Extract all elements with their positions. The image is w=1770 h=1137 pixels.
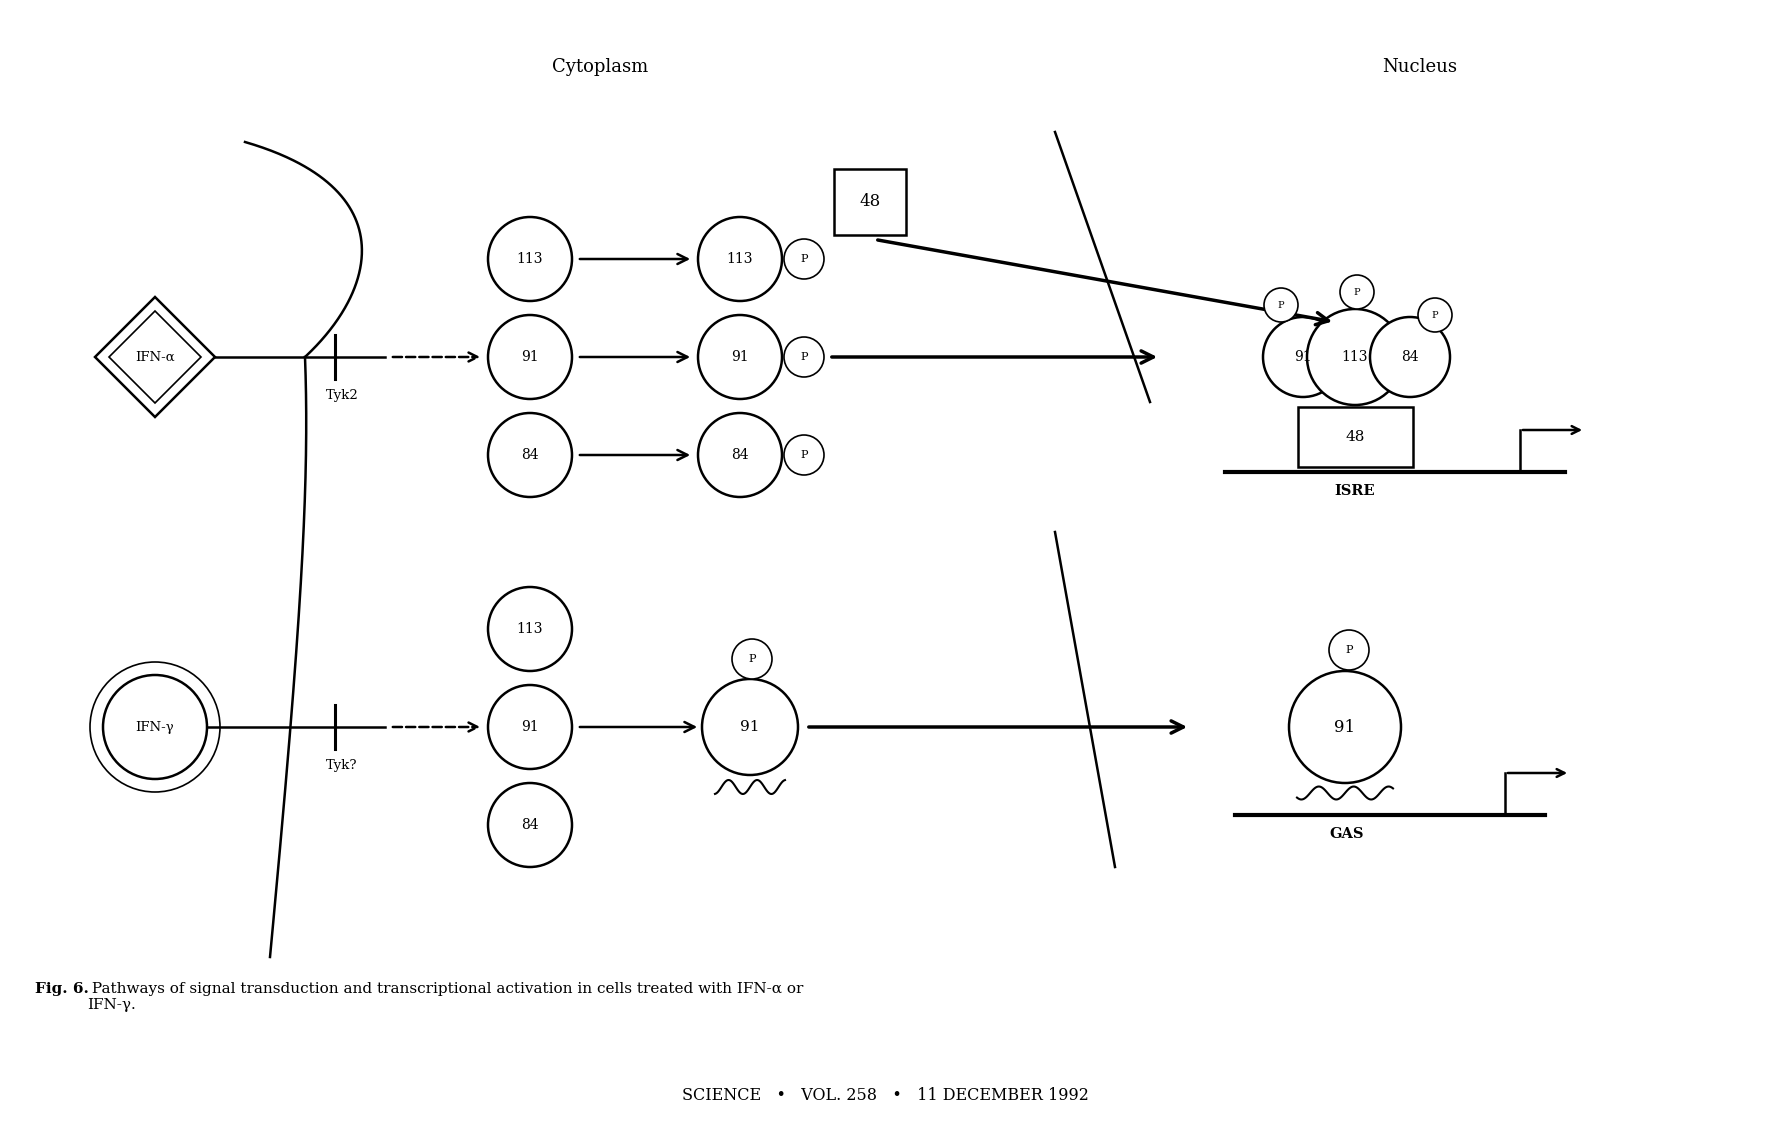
Text: Cytoplasm: Cytoplasm <box>552 58 648 76</box>
Circle shape <box>103 675 207 779</box>
Text: 113: 113 <box>517 622 543 636</box>
Circle shape <box>1306 309 1404 405</box>
Circle shape <box>1340 275 1374 309</box>
Text: P: P <box>1432 310 1439 319</box>
Circle shape <box>697 413 782 497</box>
Text: IFN-α: IFN-α <box>135 350 175 364</box>
Polygon shape <box>96 297 214 417</box>
Circle shape <box>697 217 782 301</box>
Circle shape <box>489 783 572 868</box>
Text: 91: 91 <box>520 350 538 364</box>
Circle shape <box>489 587 572 671</box>
Text: 113: 113 <box>727 252 754 266</box>
Text: P: P <box>800 254 807 264</box>
Text: Nucleus: Nucleus <box>1382 58 1457 76</box>
Text: P: P <box>1345 645 1352 655</box>
Text: SCIENCE   •   VOL. 258   •   11 DECEMBER 1992: SCIENCE • VOL. 258 • 11 DECEMBER 1992 <box>681 1087 1089 1104</box>
Text: Tyk?: Tyk? <box>326 760 358 772</box>
Text: 84: 84 <box>731 448 749 462</box>
Circle shape <box>90 662 219 792</box>
Text: 91: 91 <box>520 720 538 735</box>
FancyBboxPatch shape <box>834 169 906 234</box>
Text: P: P <box>800 352 807 362</box>
Text: 91: 91 <box>1294 350 1312 364</box>
Text: Tyk2: Tyk2 <box>326 389 358 402</box>
Text: 91: 91 <box>740 720 759 735</box>
Text: ISRE: ISRE <box>1335 484 1375 498</box>
Circle shape <box>1329 630 1368 670</box>
Text: P: P <box>749 654 756 664</box>
Circle shape <box>489 217 572 301</box>
Circle shape <box>784 337 825 377</box>
Circle shape <box>784 239 825 279</box>
FancyBboxPatch shape <box>1297 407 1412 467</box>
Circle shape <box>784 435 825 475</box>
Text: Pathways of signal transduction and transcriptional activation in cells treated : Pathways of signal transduction and tran… <box>87 982 804 1012</box>
Circle shape <box>1289 671 1402 783</box>
Circle shape <box>489 413 572 497</box>
Text: P: P <box>800 450 807 460</box>
Text: P: P <box>1278 300 1285 309</box>
Text: 113: 113 <box>1342 350 1368 364</box>
Text: 84: 84 <box>520 818 538 832</box>
Circle shape <box>489 684 572 769</box>
Text: Fig. 6.: Fig. 6. <box>35 982 88 996</box>
Circle shape <box>1264 288 1297 322</box>
Circle shape <box>733 639 772 679</box>
Text: 84: 84 <box>520 448 538 462</box>
Circle shape <box>1264 317 1343 397</box>
Text: 113: 113 <box>517 252 543 266</box>
Circle shape <box>1370 317 1450 397</box>
Circle shape <box>703 679 798 775</box>
Circle shape <box>489 315 572 399</box>
Text: 48: 48 <box>860 193 881 210</box>
Circle shape <box>1418 298 1451 332</box>
Text: 91: 91 <box>1335 719 1356 736</box>
Circle shape <box>697 315 782 399</box>
Text: 84: 84 <box>1402 350 1420 364</box>
Text: 48: 48 <box>1345 430 1365 445</box>
Text: IFN-γ: IFN-γ <box>136 721 173 733</box>
Text: 91: 91 <box>731 350 749 364</box>
Text: GAS: GAS <box>1329 827 1365 841</box>
Text: P: P <box>1354 288 1361 297</box>
